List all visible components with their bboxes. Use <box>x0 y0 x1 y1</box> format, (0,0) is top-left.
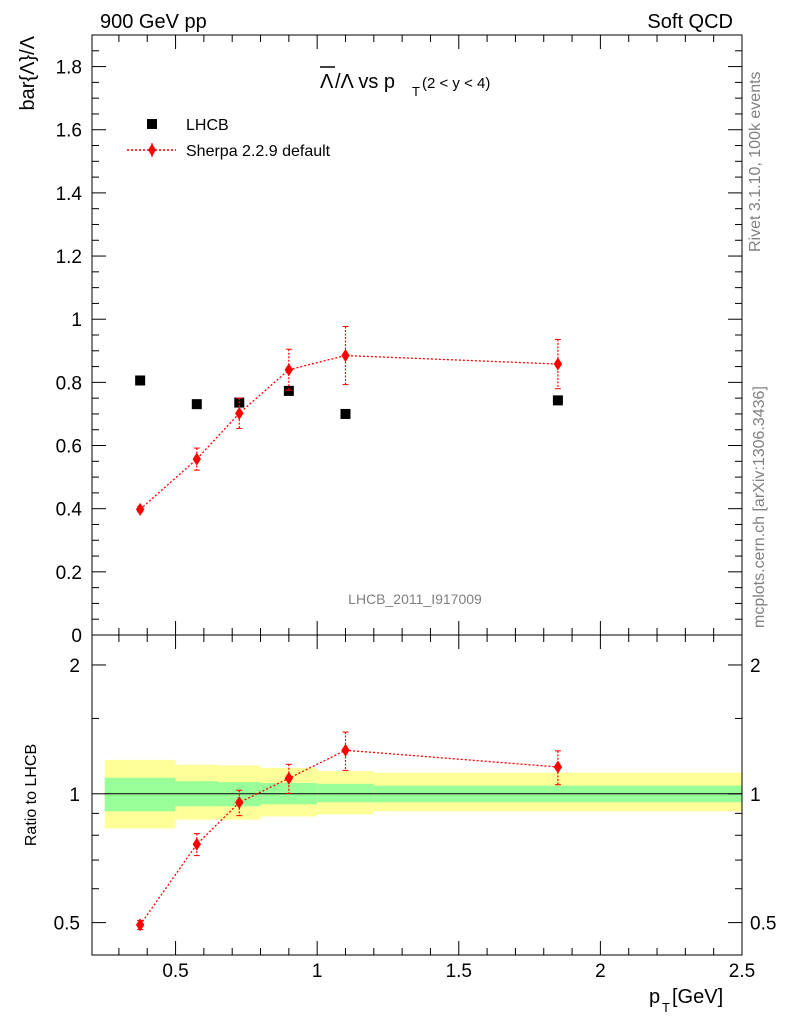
ratio-y-tick-label-right: 1 <box>750 785 761 806</box>
sherpa-point <box>284 363 294 377</box>
x-axis-title: p T [GeV] <box>649 986 723 1015</box>
legend-label-lhcb: LHCB <box>186 117 229 134</box>
main-y-tick-label: 0.4 <box>56 500 83 521</box>
main-y-tick-label: 1.8 <box>56 58 82 79</box>
legend-label-sherpa: Sherpa 2.2.9 default <box>186 143 331 160</box>
x-tick-label: 1.5 <box>446 961 472 982</box>
ratio-y-axis-label: Ratio to LHCB <box>23 744 40 846</box>
sherpa-point <box>235 406 244 420</box>
main-y-tick-label: 0.2 <box>56 563 82 584</box>
main-panel: 0 0.2 0.4 0.6 0.8 1 1.2 1.4 1.6 1.8 bar{Λ}/Λ Λ /Λ… <box>17 34 743 647</box>
ratio-sherpa-point <box>341 743 350 757</box>
main-y-tick-label: 0.6 <box>56 437 82 458</box>
main-y-tick-label: 1.4 <box>56 184 83 205</box>
ratio-sherpa-point <box>192 837 201 851</box>
ratio-y-tick-label: 0.5 <box>54 914 80 935</box>
ratio-y-tick-label-right: 2 <box>750 656 761 677</box>
ratio-y-tick-label: 2 <box>69 656 80 677</box>
main-y-tick-label: 0.8 <box>56 373 82 394</box>
ratio-sherpa-point <box>284 771 294 785</box>
sherpa-point <box>135 502 145 516</box>
lhcb-point <box>191 399 202 410</box>
legend-marker-sherpa <box>148 143 156 157</box>
uncertainty-band-green <box>317 783 374 803</box>
main-y-tick-label: 0 <box>71 626 82 647</box>
x-tick-label: 1 <box>312 961 323 982</box>
main-sherpa-line <box>139 354 558 510</box>
main-data-points <box>135 325 563 516</box>
ratio-sherpa-point <box>235 796 244 810</box>
sherpa-point <box>192 452 201 466</box>
x-tick-label: 0.5 <box>162 961 188 982</box>
x-axis-title-p: p <box>649 986 660 1008</box>
legend-marker-lhcb <box>147 119 157 129</box>
ratio-sherpa-point <box>553 760 563 774</box>
ratio-sherpa-line <box>139 749 558 926</box>
ratio-y-tick-label-right: 0.5 <box>750 914 776 935</box>
mcplots-label: mcplots.cern.ch [arXiv:1306.3436] <box>751 386 768 628</box>
lhcb-point <box>283 385 294 396</box>
header-left: 900 GeV pp <box>100 11 207 33</box>
title-tail: (2 < y < 4) <box>422 75 490 92</box>
ratio-y-tick-label: 1 <box>69 785 80 806</box>
main-y-axis: 0 0.2 0.4 0.6 0.8 1 1.2 1.4 1.6 1.8 <box>56 50 742 647</box>
x-axis-title-unit: [GeV] <box>672 986 723 1008</box>
ratio-y-axis: 0.5 0.5 1 1 2 2 <box>54 656 777 935</box>
main-y-tick-label: 1.6 <box>56 121 82 142</box>
ratio-sherpa-point <box>135 918 145 932</box>
main-y-tick-label: 1 <box>71 310 82 331</box>
sherpa-point <box>553 357 563 371</box>
sherpa-point <box>341 349 350 363</box>
title-lambda-bar: Λ <box>320 71 334 93</box>
main-y-axis-label: bar{Λ}/Λ <box>17 35 39 110</box>
ratio-sherpa-line <box>139 749 558 926</box>
ratio-panel: 0.5 0.5 1 1 2 2 0.5 1 1.5 2 2.5 Ratio to LHCB p T… <box>23 634 777 1015</box>
x-axis-title-sub: T <box>662 1000 670 1015</box>
main-x-axis <box>118 35 743 635</box>
watermark: LHCB_2011_I917009 <box>348 591 482 607</box>
title-rest: /Λ vs p <box>335 71 395 93</box>
ratio-x-axis: 0.5 1 1.5 2 2.5 <box>118 635 755 982</box>
lhcb-point <box>552 395 563 406</box>
sherpa-line <box>139 354 558 510</box>
main-y-tick-label: 1.2 <box>56 247 82 268</box>
title-sub: T <box>412 84 420 99</box>
ratio-data-points <box>135 731 563 932</box>
uncertainty-band-green <box>104 777 176 812</box>
ratio-frame <box>91 634 743 956</box>
legend: LHCB Sherpa 2.2.9 default <box>127 117 331 160</box>
header-right: Soft QCD <box>647 11 733 33</box>
x-tick-label: 2.5 <box>729 961 755 982</box>
rivet-label: Rivet 3.1.10, 100k events <box>747 71 764 252</box>
x-tick-label: 2 <box>595 961 606 982</box>
main-title: Λ /Λ vs p T (2 < y < 4) <box>320 66 490 99</box>
lhcb-point <box>340 408 351 419</box>
lhcb-point <box>135 375 146 386</box>
